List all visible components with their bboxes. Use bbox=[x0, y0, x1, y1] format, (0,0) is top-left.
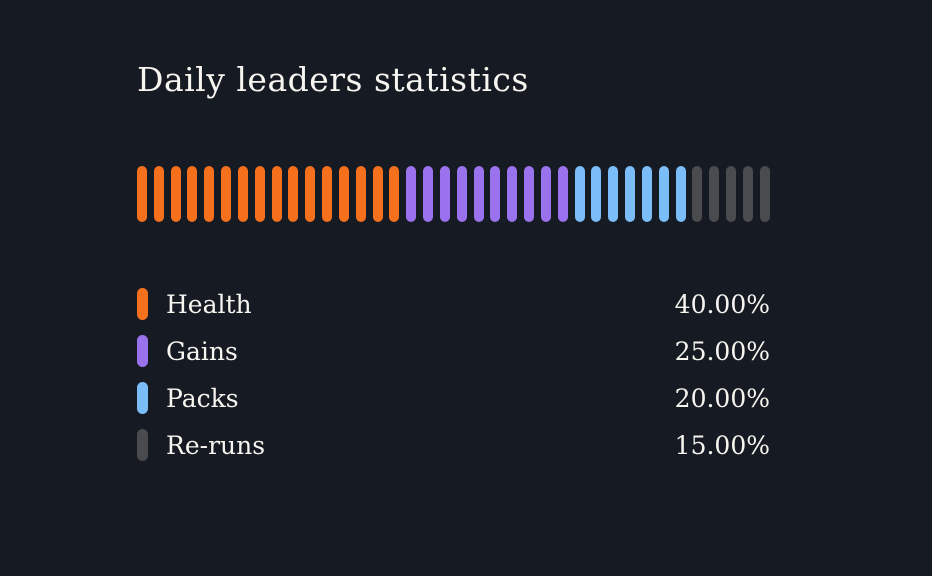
legend-row: Re-runs 15.00% bbox=[137, 429, 770, 461]
legend-label: Gains bbox=[166, 336, 238, 366]
legend-label: Health bbox=[166, 289, 252, 319]
bar-pill-gains bbox=[423, 166, 434, 222]
bar-pill-health bbox=[271, 166, 282, 222]
bar-pill-packs bbox=[574, 166, 585, 222]
bar-pill-packs bbox=[641, 166, 652, 222]
bar-pill-health bbox=[254, 166, 265, 222]
legend-marker-icon bbox=[137, 335, 148, 367]
bar-pill-health bbox=[305, 166, 316, 222]
bar-pill-packs bbox=[608, 166, 619, 222]
legend-value: 25.00% bbox=[674, 336, 770, 366]
legend-value: 40.00% bbox=[674, 289, 770, 319]
bar-pill-gains bbox=[507, 166, 518, 222]
bar-pill-packs bbox=[658, 166, 669, 222]
segmented-distribution-bar bbox=[137, 166, 770, 222]
legend-label: Packs bbox=[166, 383, 239, 413]
bar-pill-health bbox=[170, 166, 181, 222]
legend-value: 20.00% bbox=[674, 383, 770, 413]
bar-pill-health bbox=[187, 166, 198, 222]
bar-pill-health bbox=[288, 166, 299, 222]
bar-pill-gains bbox=[557, 166, 568, 222]
legend-label: Re-runs bbox=[166, 430, 266, 460]
bar-pill-packs bbox=[591, 166, 602, 222]
bar-pill-re-runs bbox=[709, 166, 720, 222]
legend: Health 40.00% Gains 25.00% Packs 20.00% Re-run… bbox=[137, 288, 770, 461]
bar-pill-health bbox=[153, 166, 164, 222]
legend-row: Gains 25.00% bbox=[137, 335, 770, 367]
legend-row: Packs 20.00% bbox=[137, 382, 770, 414]
bar-pill-re-runs bbox=[725, 166, 736, 222]
bar-pill-health bbox=[372, 166, 383, 222]
legend-value: 15.00% bbox=[674, 430, 770, 460]
legend-marker-icon bbox=[137, 382, 148, 414]
bar-pill-re-runs bbox=[759, 166, 770, 222]
bar-pill-health bbox=[338, 166, 349, 222]
bar-pill-health bbox=[355, 166, 366, 222]
bar-pill-health bbox=[237, 166, 248, 222]
bar-pill-health bbox=[221, 166, 232, 222]
bar-pill-health bbox=[137, 166, 147, 222]
bar-pill-gains bbox=[524, 166, 535, 222]
page-title: Daily leaders statistics bbox=[137, 60, 529, 99]
bar-pill-gains bbox=[439, 166, 450, 222]
bar-pill-packs bbox=[675, 166, 686, 222]
bar-pill-re-runs bbox=[742, 166, 753, 222]
bar-pill-re-runs bbox=[692, 166, 703, 222]
bar-pill-gains bbox=[406, 166, 417, 222]
bar-pill-health bbox=[204, 166, 215, 222]
bar-pill-gains bbox=[456, 166, 467, 222]
legend-marker-icon bbox=[137, 288, 148, 320]
bar-pill-packs bbox=[625, 166, 636, 222]
bar-pill-gains bbox=[473, 166, 484, 222]
bar-pill-gains bbox=[540, 166, 551, 222]
bar-pill-health bbox=[389, 166, 400, 222]
legend-row: Health 40.00% bbox=[137, 288, 770, 320]
bar-pill-health bbox=[322, 166, 333, 222]
legend-marker-icon bbox=[137, 429, 148, 461]
bar-pill-gains bbox=[490, 166, 501, 222]
